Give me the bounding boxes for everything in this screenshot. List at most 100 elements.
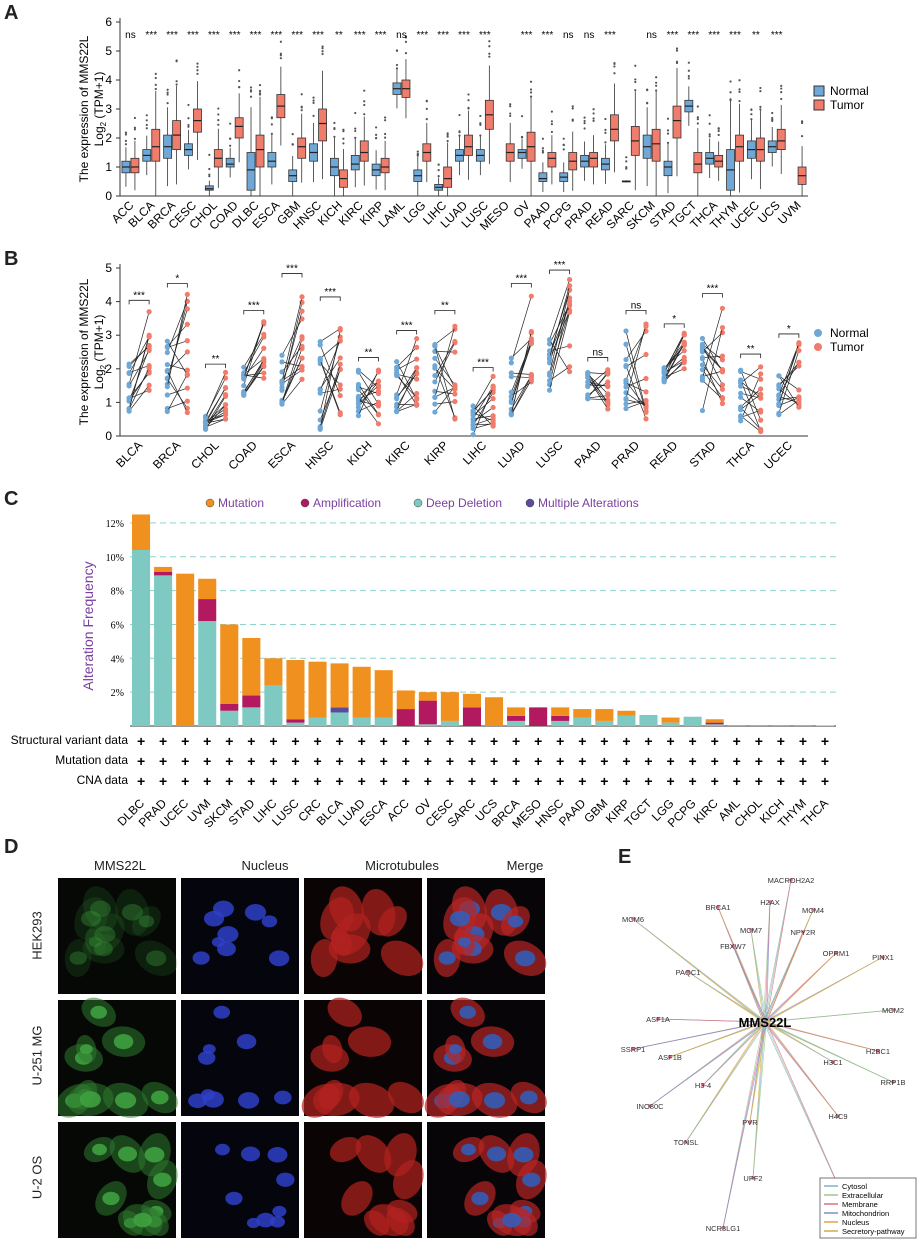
- significance-label: ***: [458, 30, 470, 41]
- data-availability-mark: +: [755, 733, 763, 749]
- normal-outlier: [375, 137, 377, 139]
- tumor-point: [414, 395, 419, 400]
- normal-point: [318, 408, 323, 413]
- cell-nucleus: [458, 937, 471, 947]
- data-availability-mark: +: [446, 733, 454, 749]
- bar-segment: [441, 692, 459, 721]
- data-availability-mark: +: [490, 773, 498, 789]
- cell-nucleus: [520, 1091, 538, 1105]
- cell-nucleus: [272, 1206, 286, 1217]
- data-availability-mark: +: [159, 733, 167, 749]
- normal-point: [165, 368, 170, 373]
- tumor-outlier: [342, 142, 344, 144]
- data-availability-mark: +: [159, 773, 167, 789]
- tumor-outlier: [447, 140, 449, 142]
- normal-point: [165, 392, 170, 397]
- legend-swatch: [526, 499, 534, 507]
- micrograph-tile: [58, 1122, 183, 1242]
- bar-segment: [595, 721, 613, 726]
- legend-normal-label: Normal: [830, 326, 869, 340]
- data-availability-mark: +: [424, 753, 432, 769]
- normal-outlier: [542, 151, 544, 153]
- cell-nucleus: [515, 950, 535, 966]
- tumor-point: [261, 370, 266, 375]
- normal-point: [279, 353, 284, 358]
- normal-point: [776, 392, 781, 397]
- tumor-point: [185, 372, 190, 377]
- normal-outlier: [667, 118, 669, 120]
- y-axis-label: The expression of MMS22L: [77, 35, 91, 182]
- micrograph-tile: [58, 878, 184, 994]
- tumor-outlier: [196, 73, 198, 75]
- tumor-point: [299, 356, 304, 361]
- network-center-label: MMS22L: [739, 1015, 792, 1030]
- normal-point: [471, 408, 476, 413]
- normal-point: [203, 415, 208, 420]
- pair-line: [473, 386, 493, 419]
- network-node-label: BRCA1: [705, 903, 730, 912]
- normal-outlier: [354, 128, 356, 130]
- pair-line: [473, 376, 493, 411]
- significance-label: ***: [542, 30, 554, 41]
- normal-point: [547, 337, 552, 342]
- significance-label: ns: [563, 30, 574, 41]
- significance-label: *: [787, 324, 791, 335]
- bar-segment: [507, 707, 525, 715]
- normal-point: [356, 401, 361, 406]
- normal-outlier: [271, 133, 273, 135]
- data-availability-mark: +: [225, 773, 233, 789]
- legend-label: Amplification: [313, 496, 381, 510]
- bar-segment: [264, 685, 282, 726]
- normal-box: [539, 173, 547, 182]
- x-tick-label: KICH: [344, 438, 374, 468]
- pair-line: [550, 367, 570, 381]
- tumor-point: [720, 368, 725, 373]
- y-tick-label: 5: [105, 261, 112, 275]
- normal-point: [432, 356, 437, 361]
- tumor-box: [444, 167, 452, 187]
- cell-nucleus: [225, 1192, 242, 1205]
- normal-point: [623, 384, 628, 389]
- tumor-outlier: [342, 129, 344, 131]
- normal-point: [509, 374, 514, 379]
- data-availability-mark: +: [733, 773, 741, 789]
- x-tick-label: HNSC: [302, 438, 336, 472]
- normal-outlier: [709, 123, 711, 125]
- bar-segment: [794, 725, 812, 726]
- tumor-point: [643, 410, 648, 415]
- data-availability-mark: +: [424, 773, 432, 789]
- tumor-outlier: [551, 131, 553, 133]
- tumor-box: [235, 118, 243, 138]
- data-availability-mark: +: [666, 733, 674, 749]
- tumor-point: [758, 377, 763, 382]
- pair-line: [129, 349, 149, 401]
- tumor-box: [736, 135, 744, 161]
- tumor-outlier: [613, 72, 615, 74]
- tumor-outlier: [676, 47, 678, 49]
- tumor-outlier: [196, 69, 198, 71]
- tumor-point: [147, 365, 152, 370]
- bar-segment: [816, 725, 834, 726]
- data-availability-mark: +: [689, 753, 697, 769]
- tumor-outlier: [738, 79, 740, 81]
- normal-point: [356, 413, 361, 418]
- bar-segment: [551, 716, 569, 721]
- bar-segment: [617, 716, 635, 726]
- tumor-outlier: [509, 105, 511, 107]
- data-availability-mark: +: [600, 773, 608, 789]
- normal-point: [394, 359, 399, 364]
- cell-nucleus: [92, 1144, 107, 1156]
- tumor-point: [643, 352, 648, 357]
- normal-point: [356, 394, 361, 399]
- significance-label: ***: [133, 290, 145, 301]
- tumor-outlier: [551, 111, 553, 113]
- significance-label: ***: [708, 30, 720, 41]
- tumor-outlier: [613, 65, 615, 67]
- significance-label: ***: [771, 30, 783, 41]
- x-tick-label: ESCA: [265, 438, 298, 471]
- micrograph-tile: [304, 878, 430, 994]
- micrograph-tile: [427, 878, 553, 994]
- cell-nucleus: [146, 950, 166, 966]
- legend-normal-swatch: [814, 329, 822, 337]
- tumor-point: [529, 336, 534, 341]
